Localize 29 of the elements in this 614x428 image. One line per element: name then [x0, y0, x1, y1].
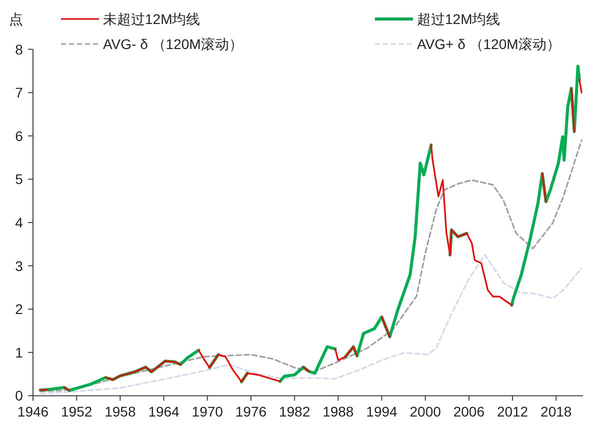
x-tick-label: 1982: [278, 404, 310, 420]
x-tick-label: 1988: [322, 404, 354, 420]
legend-label: 未超过12M均线: [103, 11, 200, 27]
x-tick-label: 1946: [17, 404, 49, 420]
line-series: [39, 139, 582, 392]
y-tick-label: 5: [15, 171, 24, 188]
x-tick-label: 2018: [540, 404, 572, 420]
x-tick-label: 2006: [453, 404, 485, 420]
y-tick-label: 6: [15, 128, 24, 144]
y-tick-label: 1: [15, 344, 24, 360]
line-series: [39, 254, 582, 394]
y-tick-label: 0: [15, 388, 24, 404]
x-tick-label: 1964: [148, 404, 180, 420]
y-tick-label: 4: [15, 214, 24, 230]
x-tick-label: 2012: [496, 404, 528, 420]
y-tick-label: 8: [15, 41, 24, 58]
x-tick-label: 1994: [366, 404, 398, 420]
legend-label: 超过12M均线: [417, 11, 500, 27]
y-tick-label: 3: [15, 258, 24, 274]
y-tick-label: 2: [15, 301, 24, 318]
x-tick-label: 1958: [104, 404, 136, 420]
legend-label: AVG- δ （120M滚动）: [103, 36, 243, 52]
x-tick-label: 1952: [61, 404, 92, 420]
y-tick-label: 7: [15, 84, 24, 101]
x-tick-label: 1976: [235, 404, 267, 420]
y-axis-title: 点: [9, 11, 23, 27]
legend-label: AVG+ δ （120M滚动）: [417, 36, 560, 52]
x-tick-label: 1970: [192, 404, 224, 420]
x-tick-label: 2000: [410, 404, 442, 420]
